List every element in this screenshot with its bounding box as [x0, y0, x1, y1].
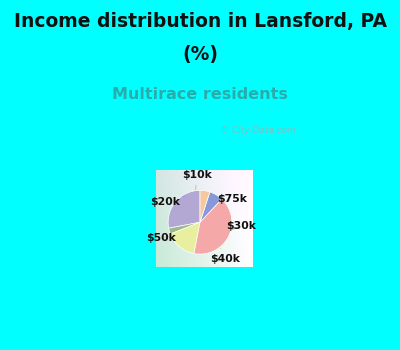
Text: $10k: $10k [182, 170, 212, 190]
Text: $75k: $75k [217, 194, 247, 204]
Text: ® City-Data.com: ® City-Data.com [220, 126, 296, 135]
Text: $40k: $40k [210, 248, 240, 264]
Wedge shape [168, 190, 200, 228]
Text: Multirace residents: Multirace residents [112, 87, 288, 102]
Text: (%): (%) [182, 45, 218, 64]
Text: $50k: $50k [146, 233, 176, 243]
Wedge shape [200, 192, 222, 222]
Text: $20k: $20k [150, 196, 184, 207]
Wedge shape [169, 222, 200, 234]
Wedge shape [200, 190, 210, 222]
Wedge shape [170, 222, 200, 253]
Wedge shape [194, 199, 232, 254]
Text: Income distribution in Lansford, PA: Income distribution in Lansford, PA [14, 12, 386, 30]
Text: $30k: $30k [226, 221, 256, 231]
